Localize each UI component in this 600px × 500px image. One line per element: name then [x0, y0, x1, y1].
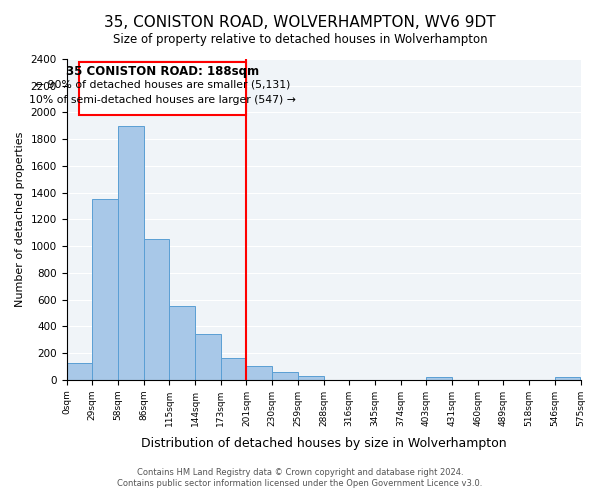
Bar	[272, 372, 298, 380]
Bar	[247, 366, 272, 380]
Bar	[169, 306, 195, 380]
Bar	[555, 377, 580, 380]
Bar	[143, 240, 169, 380]
Text: Contains HM Land Registry data © Crown copyright and database right 2024.
Contai: Contains HM Land Registry data © Crown c…	[118, 468, 482, 487]
Bar	[195, 334, 221, 380]
Y-axis label: Number of detached properties: Number of detached properties	[15, 132, 25, 307]
Text: Size of property relative to detached houses in Wolverhampton: Size of property relative to detached ho…	[113, 32, 487, 46]
Bar	[67, 363, 92, 380]
Bar	[118, 126, 143, 380]
Bar	[92, 200, 118, 380]
X-axis label: Distribution of detached houses by size in Wolverhampton: Distribution of detached houses by size …	[141, 437, 506, 450]
Bar	[427, 377, 452, 380]
FancyBboxPatch shape	[79, 62, 247, 115]
Text: 35 CONISTON ROAD: 188sqm: 35 CONISTON ROAD: 188sqm	[67, 64, 259, 78]
Text: 10% of semi-detached houses are larger (547) →: 10% of semi-detached houses are larger (…	[29, 96, 296, 106]
Bar	[221, 358, 247, 380]
Bar	[298, 376, 323, 380]
Text: 35, CONISTON ROAD, WOLVERHAMPTON, WV6 9DT: 35, CONISTON ROAD, WOLVERHAMPTON, WV6 9D…	[104, 15, 496, 30]
Text: ← 90% of detached houses are smaller (5,131): ← 90% of detached houses are smaller (5,…	[35, 80, 290, 90]
